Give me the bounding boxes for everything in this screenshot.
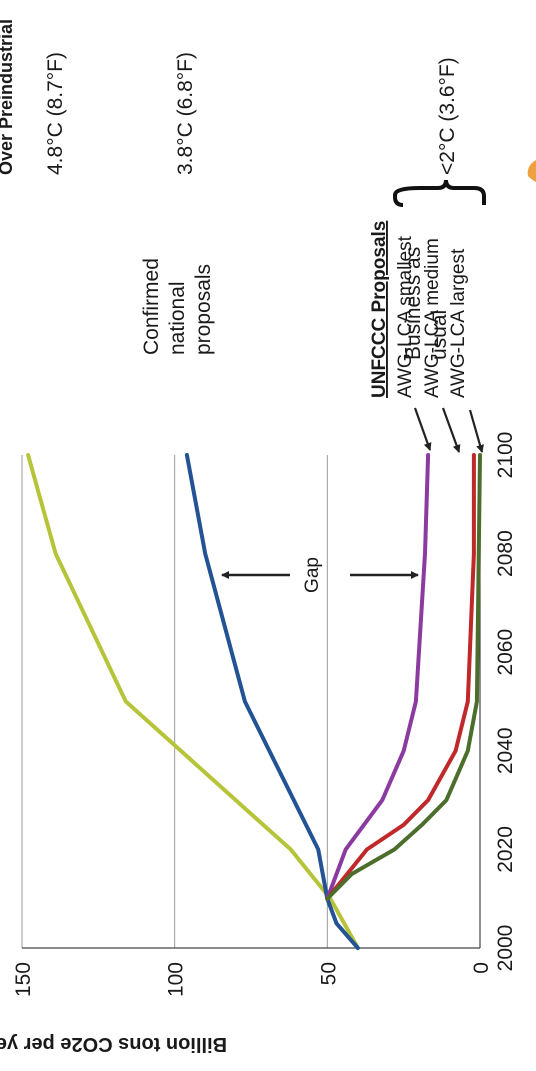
orange-mark (527, 160, 536, 182)
svg-text:Business as: Business as (402, 247, 425, 360)
svg-text:proposals: proposals (192, 264, 215, 355)
series-lines (26, 453, 482, 950)
series-line-3 (325, 453, 476, 901)
x-tick-label: 2060 (494, 629, 517, 676)
svg-text:usual: usual (428, 310, 451, 360)
confirmed-label: Confirmed national proposals (140, 258, 215, 355)
svg-text:AWG-LCA smallest: AWG-LCA smallest (395, 235, 416, 398)
unfccc-label: UNFCCC Proposals AWG-LCA smallest AWG-LC… (369, 221, 469, 398)
awg-largest-arrow (468, 409, 484, 453)
x-tick-label: 2000 (494, 925, 517, 972)
svg-text:UNFCCC Proposals: UNFCCC Proposals (369, 221, 390, 398)
y-tick-label: 50 (317, 962, 340, 985)
series-line-0 (26, 453, 360, 950)
temp-confirmed: 3.8°C (6.8°F) (174, 52, 197, 175)
series-line-1 (184, 453, 360, 950)
x-tick-label: 2040 (494, 727, 517, 774)
x-tick-label: 2080 (494, 530, 517, 577)
y-tick-label: 0 (470, 962, 493, 974)
svg-text:AWG-LCA medium: AWG-LCA medium (422, 238, 443, 398)
y-axis-title: Billion tons CO2e per year (0, 1033, 227, 1055)
svg-text:AWG-LCA largest: AWG-LCA largest (448, 248, 469, 398)
awg-medium-arrow (441, 407, 461, 453)
x-tick-label: 2020 (494, 826, 517, 873)
series-line-2 (325, 453, 431, 901)
bau-label: Business as usual (402, 247, 451, 360)
gap-label: Gap (302, 557, 323, 593)
tick-labels: 2000 2020 2040 2060 2080 2100 0 50 100 150 (12, 432, 517, 997)
temp-bau: 4.8°C (8.7°F) (44, 52, 67, 175)
temp-header: Over Preindustrial (0, 19, 16, 175)
series-line-4 (325, 453, 482, 901)
y-tick-label: 100 (165, 962, 188, 997)
temp-unfccc: <2°C (3.6°F) (436, 57, 459, 175)
x-tick-label: 2100 (494, 432, 517, 479)
awg-smallest-arrow (413, 407, 432, 451)
unfccc-brace (393, 179, 486, 207)
svg-text:national: national (166, 281, 189, 355)
y-tick-label: 150 (12, 962, 35, 997)
grid-lines (21, 455, 481, 949)
svg-text:Confirmed: Confirmed (140, 258, 163, 355)
